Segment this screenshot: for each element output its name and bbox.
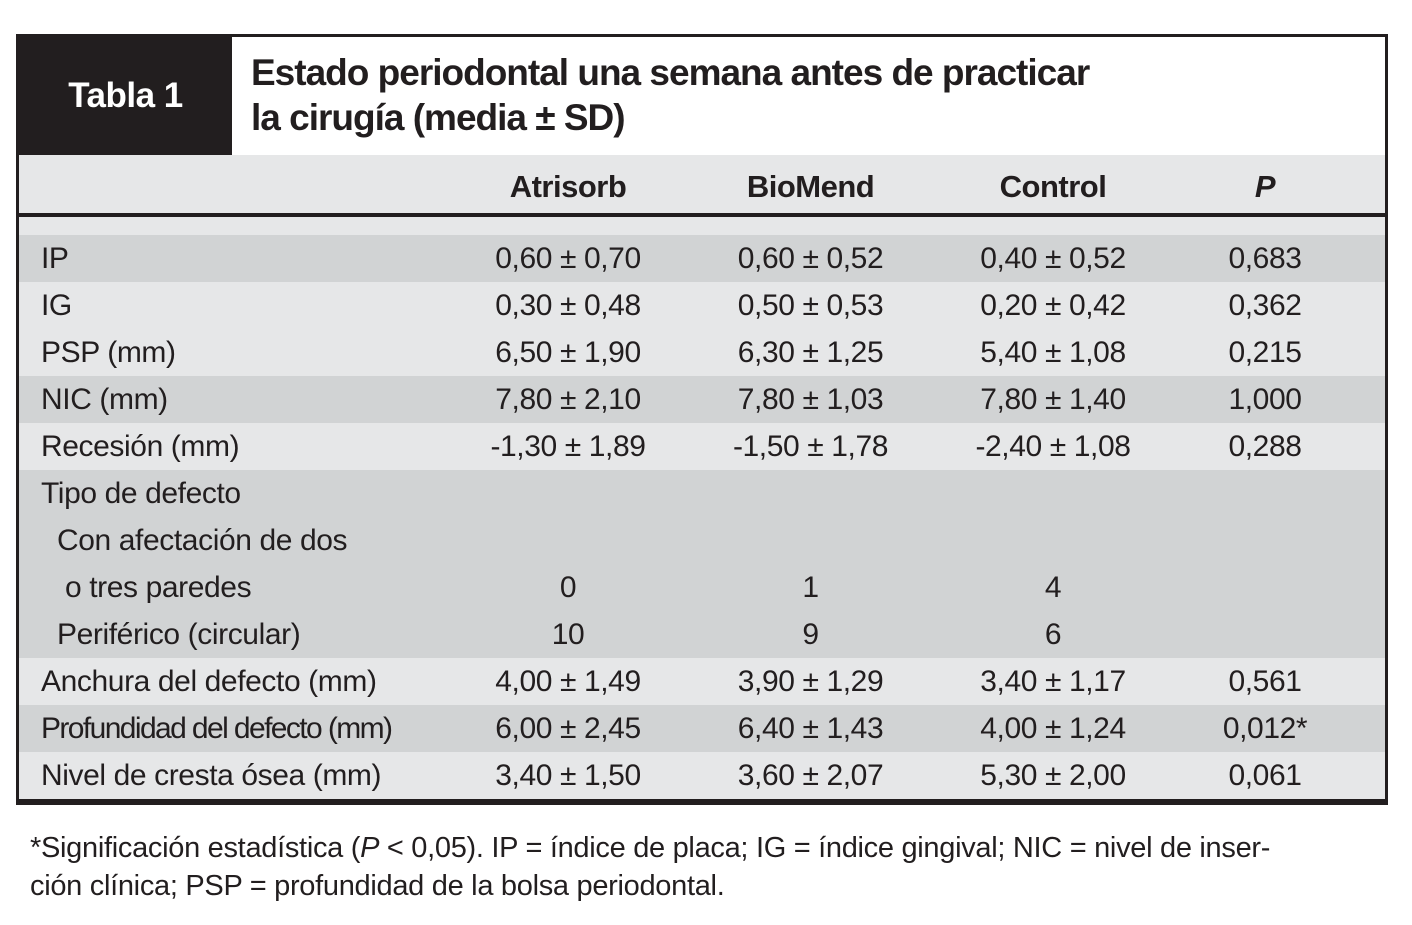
row-label: PSP (mm)	[41, 335, 176, 369]
footnote-text: < 0,05). IP = índice de placa; IG = índi…	[379, 832, 1271, 864]
value-cell: -2,40 ± 1,08	[975, 429, 1131, 463]
value-cell: 10	[551, 617, 585, 651]
value-cell: 0,60 ± 0,70	[495, 241, 641, 275]
p-value-cell: 0,061	[1228, 758, 1302, 792]
p-value-cell: 0,288	[1228, 429, 1302, 463]
p-value-cell: 0,561	[1228, 664, 1302, 698]
table-row-periferico: Periférico (circular) 10 9 6	[19, 611, 1385, 658]
value-cell: 5,40 ± 1,08	[980, 335, 1126, 369]
value-cell: 3,40 ± 1,50	[495, 758, 641, 792]
row-label: Tipo de defecto	[41, 476, 241, 510]
value-cell: 6	[1044, 617, 1062, 651]
table-tabla-1: Tabla 1 Estado periodontal una semana an…	[16, 34, 1388, 805]
table-row-psp: PSP (mm) 6,50 ± 1,90 6,30 ± 1,25 5,40 ± …	[19, 329, 1385, 376]
value-cell: 3,40 ± 1,17	[980, 664, 1126, 698]
table-tag-label: Tabla 1	[19, 37, 232, 155]
p-value-cell: 0,362	[1228, 288, 1302, 322]
row-label: Nivel de cresta ósea (mm)	[41, 758, 382, 792]
table-row-tipo-de-defecto: Tipo de defecto	[19, 470, 1385, 517]
column-header-biomend: BioMend	[746, 168, 875, 204]
value-cell: 4,00 ± 1,24	[980, 711, 1126, 745]
table-row-nivel-cresta: Nivel de cresta ósea (mm) 3,40 ± 1,50 3,…	[19, 752, 1385, 799]
value-cell: 0,40 ± 0,52	[980, 241, 1126, 275]
row-label: Profundidad del defecto (mm)	[41, 711, 393, 745]
value-cell: 7,80 ± 1,40	[980, 382, 1126, 416]
column-header-row: Atrisorb BioMend Control P	[19, 155, 1385, 213]
p-value-cell: 0,012*	[1222, 711, 1308, 745]
value-cell: 9	[802, 617, 819, 651]
value-cell: 3,60 ± 2,07	[737, 758, 884, 792]
value-cell: 0,50 ± 0,53	[737, 288, 884, 322]
value-cell: 0,30 ± 0,48	[495, 288, 641, 322]
column-header-empty	[19, 182, 448, 187]
value-cell: 1	[802, 570, 819, 604]
value-cell: 3,90 ± 1,29	[737, 664, 884, 698]
column-header-control: Control	[999, 168, 1107, 204]
value-cell: 4	[1044, 570, 1062, 604]
table-row-ip: IP 0,60 ± 0,70 0,60 ± 0,52 0,40 ± 0,52 0…	[19, 235, 1385, 282]
column-header-p: P	[1254, 168, 1276, 204]
row-label: Recesión (mm)	[41, 429, 240, 463]
value-cell: 4,00 ± 1,49	[495, 664, 641, 698]
value-cell: 7,80 ± 1,03	[737, 382, 884, 416]
table-row-profundidad: Profundidad del defecto (mm) 6,00 ± 2,45…	[19, 705, 1385, 752]
p-value-cell: 1,000	[1228, 382, 1302, 416]
row-label: IP	[41, 241, 69, 275]
footnote-text: *Significación estadística (	[30, 832, 361, 864]
p-value-cell: 0,683	[1228, 241, 1302, 275]
table-title: Estado periodontal una semana antes de p…	[232, 37, 1385, 155]
column-header-atrisorb: Atrisorb	[509, 168, 627, 204]
row-label: o tres paredes	[65, 570, 252, 604]
footnote-line-2: ción clínica; PSP = profundidad de la bo…	[30, 870, 725, 902]
row-label: Periférico (circular)	[57, 617, 301, 651]
value-cell: -1,50 ± 1,78	[732, 429, 889, 463]
row-label: Anchura del defecto (mm)	[41, 664, 377, 698]
table-row-o-tres-paredes: o tres paredes 0 1 4	[19, 564, 1385, 611]
table-row-nic: NIC (mm) 7,80 ± 2,10 7,80 ± 1,03 7,80 ± …	[19, 376, 1385, 423]
header-divider-rule	[19, 213, 1385, 217]
value-cell: 0,20 ± 0,42	[980, 288, 1126, 322]
value-cell: 5,30 ± 2,00	[980, 758, 1126, 792]
value-cell: 6,00 ± 2,45	[495, 711, 641, 745]
value-cell: 6,30 ± 1,25	[737, 335, 884, 369]
table-row-ig: IG 0,30 ± 0,48 0,50 ± 0,53 0,20 ± 0,42 0…	[19, 282, 1385, 329]
value-cell: 6,40 ± 1,43	[737, 711, 884, 745]
row-label: Con afectación de dos	[57, 523, 348, 557]
row-label: NIC (mm)	[41, 382, 168, 416]
table-row-recesion: Recesión (mm) -1,30 ± 1,89 -1,50 ± 1,78 …	[19, 423, 1385, 470]
value-cell: 6,50 ± 1,90	[495, 335, 641, 369]
value-cell: 7,80 ± 2,10	[495, 382, 641, 416]
table-header-band: Tabla 1 Estado periodontal una semana an…	[19, 37, 1385, 155]
table-footnote: *Significación estadística (P < 0,05). I…	[30, 829, 1270, 905]
table-title-line-2: la cirugía (media ± SD)	[251, 97, 626, 138]
p-value-cell: 0,215	[1228, 335, 1302, 369]
value-cell: -1,30 ± 1,89	[490, 429, 646, 463]
spacer-row	[19, 217, 1385, 235]
table-title-line-1: Estado periodontal una semana antes de p…	[251, 52, 1090, 93]
row-label: IG	[41, 288, 72, 322]
value-cell: 0	[559, 570, 577, 604]
footnote-line-1: *Significación estadística (P < 0,05). I…	[30, 829, 1270, 867]
footnote-p-symbol: P	[360, 832, 380, 864]
table-row-anchura: Anchura del defecto (mm) 4,00 ± 1,49 3,9…	[19, 658, 1385, 705]
value-cell: 0,60 ± 0,52	[737, 241, 884, 275]
table-row-con-afectacion: Con afectación de dos	[19, 517, 1385, 564]
